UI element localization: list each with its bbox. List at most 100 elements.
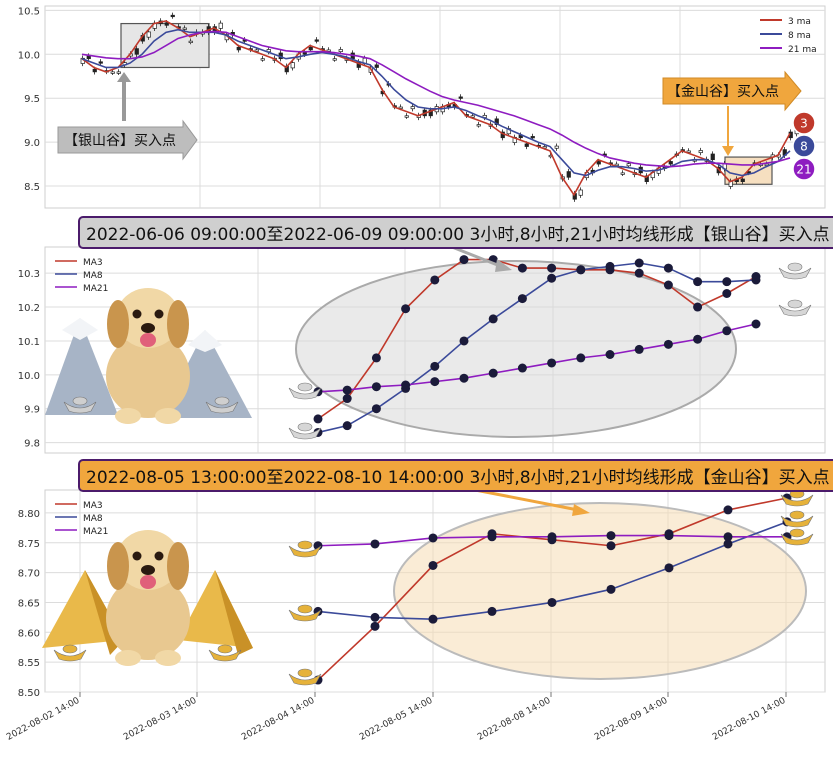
candle-body xyxy=(686,150,691,153)
gold-ingot-marker xyxy=(288,673,322,686)
badge-8 xyxy=(792,134,816,158)
silver-ingot-marker xyxy=(778,304,812,317)
silver-ingot-marker-top xyxy=(297,382,313,392)
data-point-MA8 xyxy=(723,539,733,549)
candle-body xyxy=(494,118,499,125)
gold-ingot-marker-top xyxy=(297,540,313,550)
legend-label: 8 ma xyxy=(788,31,811,41)
ma-line-MA21 xyxy=(317,323,757,393)
gold-pyramid-shade xyxy=(215,570,253,655)
data-point-MA3 xyxy=(663,280,673,290)
data-point-MA3 xyxy=(430,275,440,285)
candle-body xyxy=(314,39,319,42)
silver-pointer-head xyxy=(117,72,131,82)
y-tick-label: 8.80 xyxy=(18,509,40,520)
gold-dog-tongue xyxy=(140,575,156,589)
banner-pointer xyxy=(451,245,501,268)
data-point-MA8 xyxy=(342,421,352,431)
ma-line-21ma xyxy=(81,30,791,168)
candle-body xyxy=(116,71,121,74)
y-tick-label: 9.5 xyxy=(24,94,40,105)
data-point-MA3 xyxy=(634,268,644,278)
y-tick-label: 9.9 xyxy=(24,405,40,416)
silver-arrow-label: 【银山谷】买入点 xyxy=(64,133,176,149)
y-tick-label: 10.1 xyxy=(18,337,40,348)
data-point-MA8 xyxy=(488,314,498,324)
candle-body xyxy=(374,64,379,68)
data-point-MA8 xyxy=(693,277,703,287)
data-point-MA3 xyxy=(370,621,380,631)
y-tick-label: 8.60 xyxy=(18,628,40,639)
x-tick-label: 2022-08-05 14:00 xyxy=(358,696,435,743)
candle-body xyxy=(92,68,97,73)
silver-ingot xyxy=(205,401,239,414)
gold-ingot-marker xyxy=(780,515,814,528)
data-point-MA3 xyxy=(606,541,616,551)
data-point-MA21 xyxy=(751,319,761,329)
banner-pointer xyxy=(469,487,579,512)
data-point-MA3 xyxy=(342,394,352,404)
legend-label: MA21 xyxy=(83,284,108,294)
candle-body xyxy=(566,171,571,178)
x-tick-label: 2022-08-03 14:00 xyxy=(122,696,199,743)
data-point-MA21 xyxy=(547,358,557,368)
data-point-MA8 xyxy=(430,361,440,371)
candle-body xyxy=(668,161,673,165)
data-point-MA21 xyxy=(488,368,498,378)
silver-ingot-marker xyxy=(778,267,812,280)
y-tick-label: 10.0 xyxy=(18,50,40,61)
silver-ingot-marker-top xyxy=(787,299,803,309)
y-tick-label: 8.75 xyxy=(18,539,40,550)
data-point-MA21 xyxy=(430,377,440,387)
gold-ingot-marker-top xyxy=(789,510,805,520)
candle-body xyxy=(188,40,193,43)
data-point-MA3 xyxy=(459,255,469,265)
data-point-MA8 xyxy=(547,273,557,283)
mountain-snow xyxy=(188,330,222,352)
y-tick-label: 9.0 xyxy=(24,138,40,149)
silver-ingot xyxy=(63,401,97,414)
y-tick-label: 10.0 xyxy=(18,371,40,382)
silver-dog-head xyxy=(116,288,180,348)
gold-arrow-label: 【金山谷】买入点 xyxy=(667,84,779,100)
x-tick-label: 2022-08-10 14:00 xyxy=(711,696,788,743)
candle-body xyxy=(290,62,295,69)
data-point-MA21 xyxy=(401,380,411,390)
data-point-MA3 xyxy=(401,304,411,314)
silver-ingot-marker xyxy=(288,427,322,440)
gold-dog-nose xyxy=(141,565,155,575)
data-point-MA3 xyxy=(428,560,438,570)
banner-pointer-head xyxy=(572,504,590,516)
data-point-MA21 xyxy=(634,344,644,354)
silver-dog-tongue xyxy=(140,333,156,347)
candle-body xyxy=(236,46,241,51)
y-tick-label: 8.70 xyxy=(18,569,40,580)
gold-ingot-marker xyxy=(288,545,322,558)
data-point-MA21 xyxy=(664,531,674,541)
banner-pointer-head xyxy=(495,259,512,272)
gold-ingot-marker-top xyxy=(297,668,313,678)
badge-3 xyxy=(792,111,816,135)
candle-body xyxy=(524,143,529,147)
legend-label: MA8 xyxy=(83,514,103,524)
data-point-MA8 xyxy=(664,563,674,573)
panel2: 10.3 10.2 10.1 10.0 9.9 9.8 MA3 MA8 MA21 xyxy=(18,245,825,453)
candle-body xyxy=(428,109,433,117)
x-tick-label: 2022-08-04 14:00 xyxy=(240,696,317,743)
silver-dog-ear xyxy=(107,300,129,348)
data-point-MA8 xyxy=(459,336,469,346)
candle-body xyxy=(530,136,535,139)
ma-line-MA3 xyxy=(317,258,757,420)
candle-body xyxy=(740,178,745,183)
data-point-MA3 xyxy=(722,289,732,298)
candle-body xyxy=(134,48,139,55)
data-point-MA21 xyxy=(459,373,469,383)
legend-label: MA21 xyxy=(83,527,108,537)
data-point-MA3 xyxy=(547,263,557,273)
gold-dog-ear xyxy=(167,542,189,590)
candle-body xyxy=(218,22,223,29)
gold-ingot-marker xyxy=(780,494,814,507)
data-point-MA8 xyxy=(428,614,438,624)
